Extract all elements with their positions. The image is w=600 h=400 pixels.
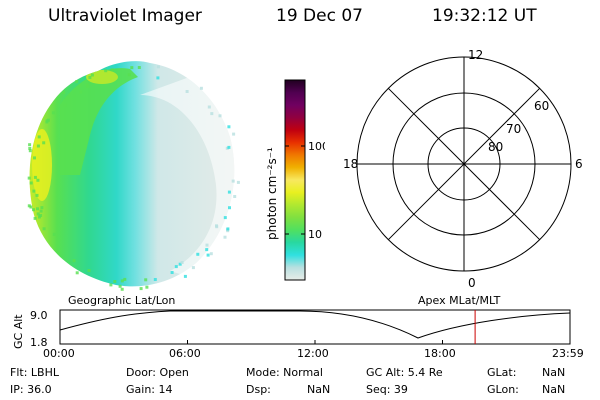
dsp-label: Dsp:: [246, 383, 271, 396]
xtick-2359: 23:59: [552, 347, 584, 360]
mlt-label-6: 6: [575, 157, 583, 171]
altitude-curve: [59, 310, 571, 339]
xtick-1200: 12:00: [297, 347, 329, 360]
polar-mlt-plot: 12 18 6 0 60 70 80: [343, 48, 583, 290]
auroral-image: [27, 61, 240, 291]
date-label: 19 Dec 07: [276, 6, 363, 26]
time-label: 19:32:12 UT: [432, 6, 537, 26]
door-info: Door: Open: [126, 366, 189, 379]
lat-label-80: 80: [488, 140, 503, 154]
gain-info: Gain: 14: [126, 383, 173, 396]
mlt-label-0: 0: [468, 276, 476, 290]
lat-label-70: 70: [506, 122, 521, 136]
apex-header: Apex MLat/MLT: [418, 294, 501, 307]
colorbar-scale: [284, 79, 306, 281]
geographic-header: Geographic Lat/Lon: [68, 294, 176, 307]
timeline-xticks: [59, 340, 571, 344]
timeline-ylabel: GC Alt: [12, 314, 25, 349]
lat-label-60: 60: [534, 99, 549, 113]
xtick-1800: 18:00: [424, 347, 456, 360]
colorbar-tick-100: 100: [308, 140, 325, 153]
instrument-title: Ultraviolet Imager: [48, 6, 202, 26]
dsp-value: NaN: [307, 383, 331, 396]
speckle-noise: [27, 65, 240, 291]
colorbar: 100 10 photon cm⁻²s⁻¹: [265, 79, 325, 281]
seq-info: Seq: 39: [366, 383, 408, 396]
mlt-label-18: 18: [343, 157, 358, 171]
timeline-ytick-low: 1.8: [30, 336, 48, 349]
glon-value: NaN: [542, 383, 566, 396]
mlt-label-12: 12: [468, 48, 483, 62]
colorbar-tick-10: 10: [308, 228, 322, 241]
timeline-ytick-high: 9.0: [30, 309, 48, 322]
glon-label: GLon:: [487, 383, 519, 396]
glat-value: NaN: [542, 366, 566, 379]
xtick-0000: 00:00: [43, 347, 75, 360]
ip-info: IP: 36.0: [10, 383, 52, 396]
xtick-0600: 06:00: [169, 347, 201, 360]
mode-info: Mode: Normal: [246, 366, 323, 379]
colorbar-unit-label: photon cm⁻²s⁻¹: [265, 147, 279, 240]
filter-info: Flt: LBHL: [10, 366, 59, 379]
timeline-frame: [59, 309, 571, 345]
altitude-timeline: GC Alt 9.0 1.8 00:00 06:00 12:00 18:00 2…: [12, 309, 584, 360]
glat-label: GLat:: [487, 366, 517, 379]
gc-alt-info: GC Alt: 5.4 Re: [366, 366, 443, 379]
